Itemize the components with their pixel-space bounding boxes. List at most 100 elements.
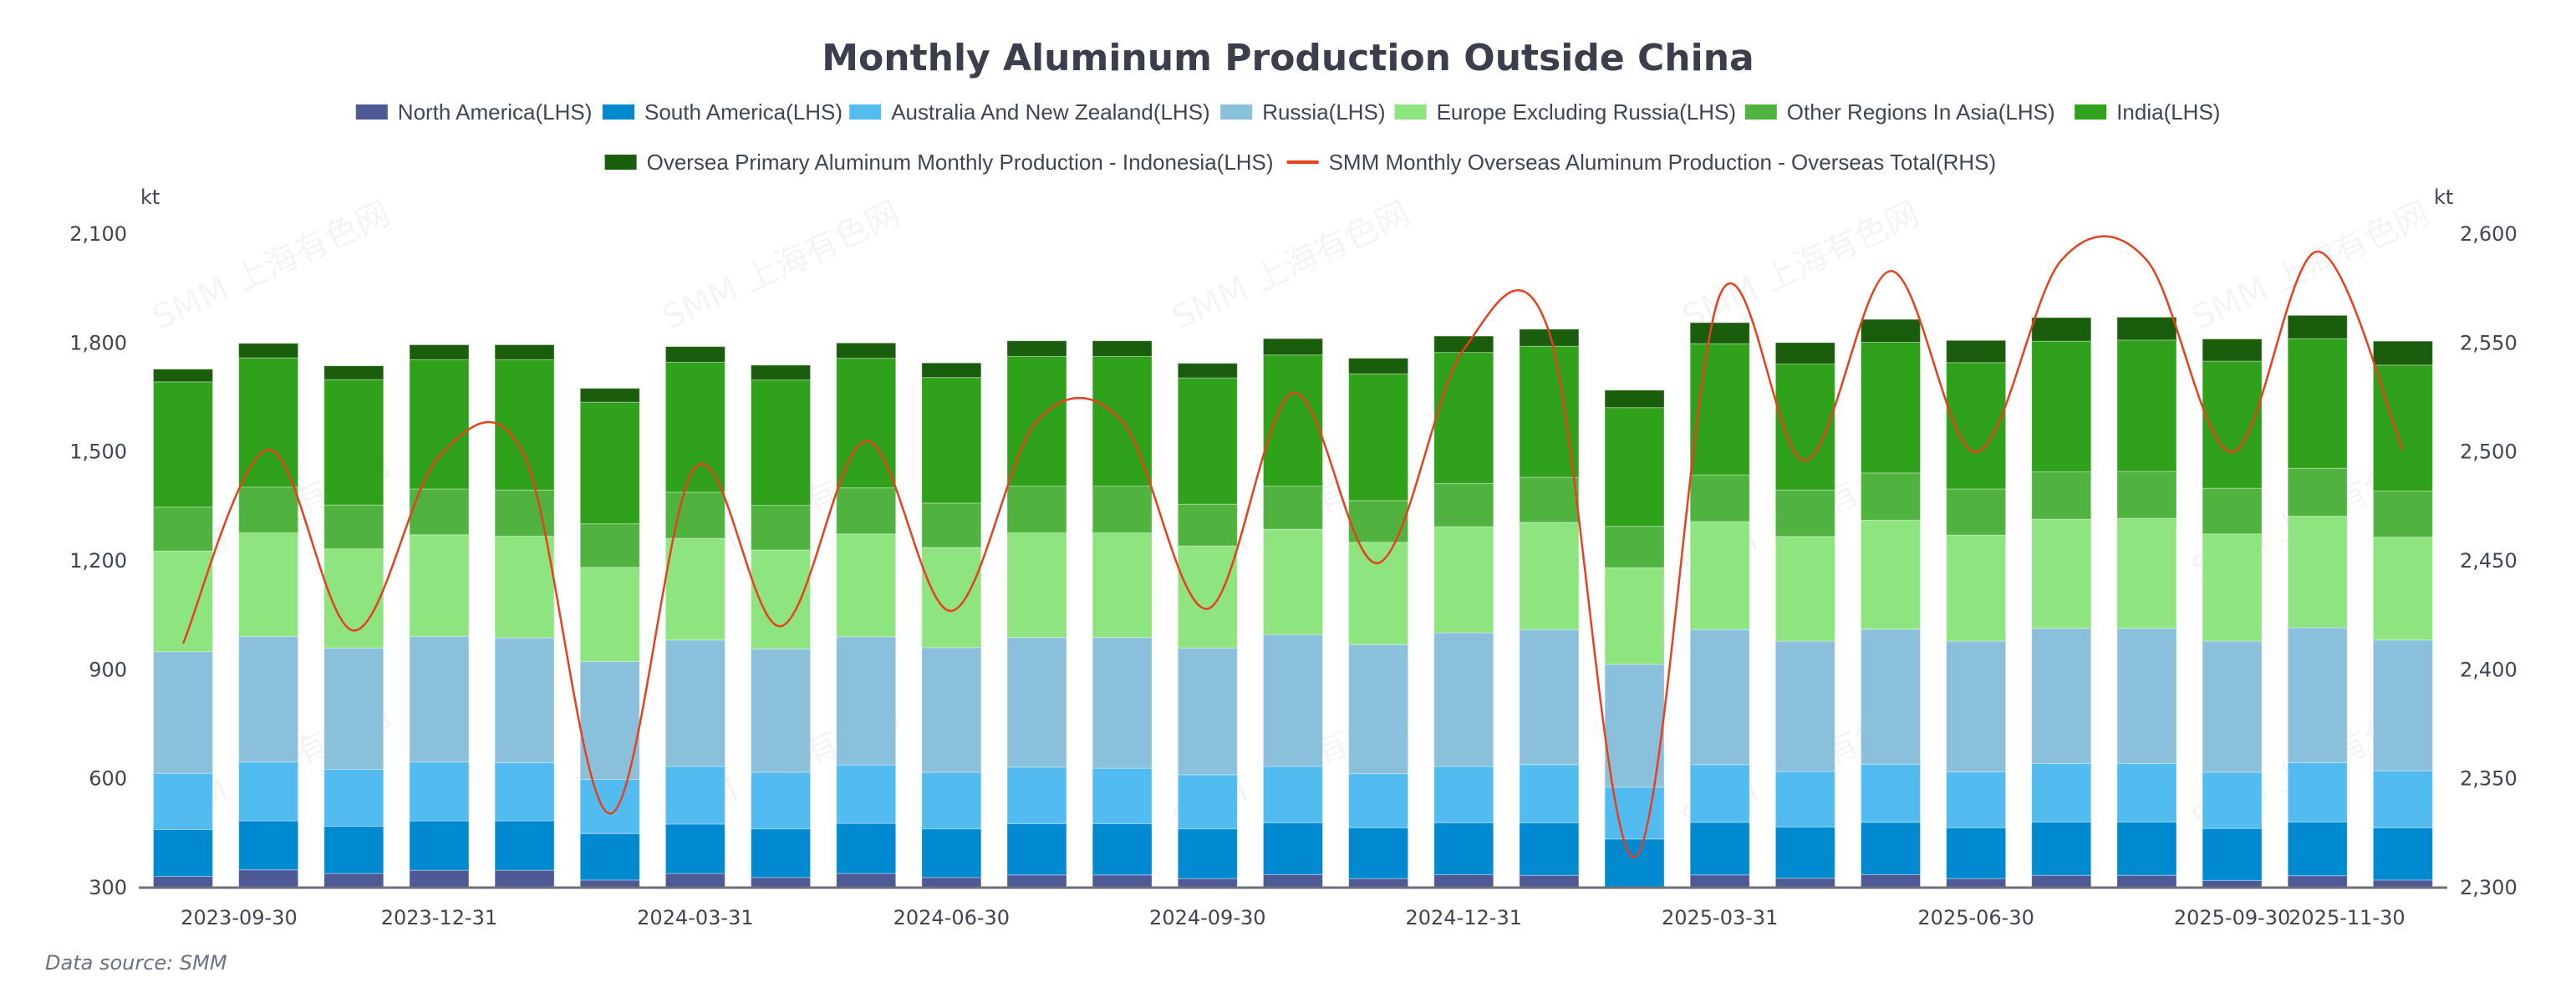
bar-segment[interactable] xyxy=(323,379,384,506)
bar-segment[interactable] xyxy=(579,832,640,881)
bar-segment[interactable] xyxy=(921,877,982,888)
bar-segment[interactable] xyxy=(1689,874,1750,888)
legend-item[interactable]: India(LHS) xyxy=(2075,99,2220,125)
bar-segment[interactable] xyxy=(2202,771,2263,829)
bar-segment[interactable] xyxy=(494,820,555,871)
legend-item[interactable]: SMM Monthly Overseas Aluminum Production… xyxy=(1286,150,1997,175)
bar-segment[interactable] xyxy=(921,377,982,504)
bar-segment[interactable] xyxy=(921,547,982,649)
bar-segment[interactable] xyxy=(494,359,555,491)
bar-segment[interactable] xyxy=(1519,822,1580,876)
bar-segment[interactable] xyxy=(153,828,213,878)
bar-segment[interactable] xyxy=(1433,526,1494,634)
bar-segment[interactable] xyxy=(1433,482,1494,527)
bar-segment[interactable] xyxy=(1774,771,1835,827)
bar-segment[interactable] xyxy=(153,651,213,774)
bar-segment[interactable] xyxy=(323,873,384,888)
bar-segment[interactable] xyxy=(2287,467,2348,517)
bar-segment[interactable] xyxy=(494,762,555,822)
bar-segment[interactable] xyxy=(2116,517,2177,629)
bar-segment[interactable] xyxy=(1177,545,1238,649)
bar-segment[interactable] xyxy=(2372,364,2433,492)
bar-segment[interactable] xyxy=(751,648,812,773)
bar-segment[interactable] xyxy=(1689,521,1750,630)
bar-segment[interactable] xyxy=(751,505,812,551)
bar-segment[interactable] xyxy=(579,779,640,834)
bar-segment[interactable] xyxy=(2372,537,2433,641)
bar-segment[interactable] xyxy=(664,346,725,363)
bar-segment[interactable] xyxy=(1861,341,1921,474)
bar-segment[interactable] xyxy=(836,342,897,359)
bar-segment[interactable] xyxy=(1604,526,1665,568)
bar-segment[interactable] xyxy=(2372,770,2433,828)
bar-segment[interactable] xyxy=(579,401,640,525)
bar-segment[interactable] xyxy=(836,822,897,874)
bar-segment[interactable] xyxy=(1774,878,1835,888)
bar-segment[interactable] xyxy=(2287,627,2348,764)
bar-segment[interactable] xyxy=(323,826,384,874)
legend-item[interactable]: Russia(LHS) xyxy=(1220,99,1386,125)
bar-segment[interactable] xyxy=(664,873,725,888)
bar-segment[interactable] xyxy=(494,637,555,764)
bar-segment[interactable] xyxy=(1348,827,1409,879)
bar-segment[interactable] xyxy=(323,504,384,550)
bar-segment[interactable] xyxy=(1946,488,2007,536)
bar-segment[interactable] xyxy=(2031,471,2092,520)
bar-segment[interactable] xyxy=(921,362,982,379)
bar-segment[interactable] xyxy=(921,828,982,878)
bar-segment[interactable] xyxy=(1774,640,1835,772)
bar-segment[interactable] xyxy=(1689,629,1750,766)
bar-segment[interactable] xyxy=(1861,629,1921,765)
bar-segment[interactable] xyxy=(2116,316,2177,341)
bar-segment[interactable] xyxy=(1177,647,1238,776)
bar-segment[interactable] xyxy=(2031,821,2092,876)
bar-segment[interactable] xyxy=(579,660,640,781)
bar-segment[interactable] xyxy=(2116,874,2177,888)
bar-segment[interactable] xyxy=(1348,542,1409,645)
bar-segment[interactable] xyxy=(2202,360,2263,489)
bar-segment[interactable] xyxy=(1177,363,1238,379)
bar-segment[interactable] xyxy=(664,823,725,874)
bar-segment[interactable] xyxy=(1433,822,1494,875)
bar-segment[interactable] xyxy=(751,771,812,830)
bar-segment[interactable] xyxy=(409,869,470,888)
bar-segment[interactable] xyxy=(2031,317,2092,342)
bar-segment[interactable] xyxy=(153,550,213,653)
bar-segment[interactable] xyxy=(238,343,299,359)
bar-segment[interactable] xyxy=(1006,766,1067,825)
bar-segment[interactable] xyxy=(323,548,384,649)
bar-segment[interactable] xyxy=(1348,358,1409,374)
bar-segment[interactable] xyxy=(2372,340,2433,366)
bar-segment[interactable] xyxy=(1262,528,1323,635)
bar-segment[interactable] xyxy=(1177,503,1238,547)
bar-segment[interactable] xyxy=(1177,878,1238,888)
bar-segment[interactable] xyxy=(1092,823,1153,876)
bar-segment[interactable] xyxy=(2202,640,2263,773)
bar-segment[interactable] xyxy=(1006,637,1067,768)
bar-segment[interactable] xyxy=(1262,822,1323,875)
bar-segment[interactable] xyxy=(1092,532,1153,639)
bar-segment[interactable] xyxy=(1774,826,1835,879)
bar-segment[interactable] xyxy=(1774,536,1835,642)
bar-segment[interactable] xyxy=(409,359,470,490)
bar-segment[interactable] xyxy=(1433,632,1494,767)
bar-segment[interactable] xyxy=(494,869,555,888)
bar-segment[interactable] xyxy=(1519,764,1580,823)
bar-segment[interactable] xyxy=(1946,534,2007,642)
bar-segment[interactable] xyxy=(238,486,299,534)
bar-segment[interactable] xyxy=(2372,639,2433,771)
bar-segment[interactable] xyxy=(1774,489,1835,537)
bar-segment[interactable] xyxy=(1006,823,1067,876)
bar-segment[interactable] xyxy=(1946,878,2007,888)
bar-segment[interactable] xyxy=(1861,873,1921,888)
bar-segment[interactable] xyxy=(1519,522,1580,630)
bar-segment[interactable] xyxy=(1092,340,1153,357)
bar-segment[interactable] xyxy=(1604,664,1665,788)
bar-segment[interactable] xyxy=(1946,339,2007,364)
bar-segment[interactable] xyxy=(1262,766,1323,823)
legend-item[interactable]: Europe Excluding Russia(LHS) xyxy=(1394,99,1736,125)
bar-segment[interactable] xyxy=(579,567,640,662)
bar-segment[interactable] xyxy=(836,873,897,888)
bar-segment[interactable] xyxy=(1604,567,1665,665)
bar-segment[interactable] xyxy=(2116,821,2177,876)
